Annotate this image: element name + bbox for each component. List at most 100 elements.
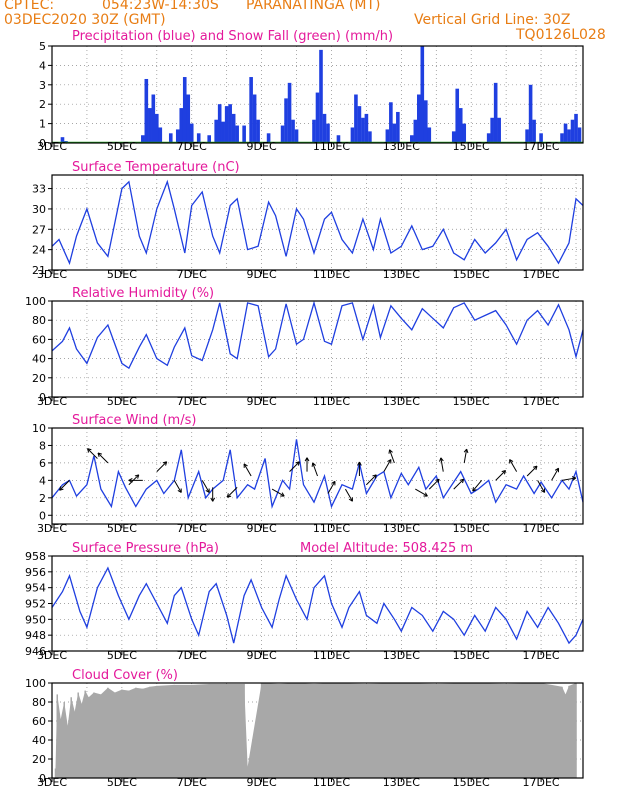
x-tick-label: 15DEC xyxy=(453,522,490,535)
precip-bar xyxy=(155,113,159,143)
x-tick-label: 5DEC xyxy=(107,268,137,281)
precip-bar xyxy=(413,119,418,143)
header-grid: Vertical Grid Line: 30Z xyxy=(414,12,571,28)
precip-bar xyxy=(242,125,246,143)
precip-bar xyxy=(539,133,543,143)
wind-arrow-head xyxy=(59,486,64,491)
y-tick-label: 956 xyxy=(25,566,46,579)
precip-bar xyxy=(214,119,218,143)
x-tick-label: 3DEC xyxy=(37,140,67,153)
x-tick-label: 7DEC xyxy=(177,395,207,408)
precip-bar xyxy=(458,108,463,143)
wind-arrow xyxy=(415,488,428,497)
wind-arrow-head xyxy=(423,492,428,497)
wind-arrow xyxy=(463,449,468,463)
y-tick-label: 80 xyxy=(32,314,46,327)
wind-arrow xyxy=(271,488,285,497)
precip-bar xyxy=(486,133,491,143)
y-tick-label: 1 xyxy=(39,118,46,131)
wind-arrow-head xyxy=(357,461,362,466)
wind-arrow xyxy=(453,478,464,490)
x-tick-label: 7DEC xyxy=(177,776,207,789)
wind-arrow-head xyxy=(501,469,507,475)
series-line xyxy=(51,566,584,645)
x-tick-label: 3DEC xyxy=(37,649,67,662)
x-tick-label: 5DEC xyxy=(107,649,137,662)
precip-bar xyxy=(560,133,564,143)
y-tick-label: 8 xyxy=(39,439,46,452)
precip-bar xyxy=(427,127,432,143)
precip-bar xyxy=(354,94,358,143)
x-tick-label: 11DEC xyxy=(313,522,350,535)
precip-bar xyxy=(319,49,323,143)
wind-arrow-head xyxy=(162,461,168,466)
x-tick-label: 9DEC xyxy=(247,395,277,408)
wind-arrow-head xyxy=(459,478,465,484)
precip-bar xyxy=(528,84,533,143)
header-source: CPTEC: xyxy=(4,0,55,13)
precip-bar xyxy=(570,119,575,143)
precip-bar xyxy=(266,133,271,143)
x-tick-label: 17DEC xyxy=(523,140,560,153)
precip-bar xyxy=(141,135,145,143)
precip-bar xyxy=(326,123,330,143)
x-tick-label: 17DEC xyxy=(523,395,560,408)
y-tick-label: 60 xyxy=(32,715,46,728)
y-tick-label: 0 xyxy=(39,137,46,150)
wind-arrow xyxy=(173,480,182,493)
precip-bar xyxy=(350,127,355,143)
precip-bar xyxy=(563,123,568,143)
y-tick-label: 6 xyxy=(39,457,46,470)
precip-bar xyxy=(235,125,239,143)
x-tick-label: 13DEC xyxy=(383,649,420,662)
precip-bar xyxy=(574,113,578,143)
precip-bar xyxy=(186,94,191,143)
precip-bar xyxy=(287,82,292,143)
x-tick-label: 17DEC xyxy=(523,776,560,789)
precip-bar xyxy=(490,117,494,143)
precip-bar xyxy=(207,135,212,143)
wind-arrow-head xyxy=(134,474,140,479)
wind-arrow xyxy=(243,463,252,477)
x-tick-label: 9DEC xyxy=(247,649,277,662)
wind-arrow-head xyxy=(509,459,514,464)
precip-bar xyxy=(315,92,320,143)
wind-arrow xyxy=(201,480,210,493)
panel-title: Cloud Cover (%) xyxy=(72,668,178,683)
y-tick-label: 2 xyxy=(39,98,46,111)
wind-arrow-head xyxy=(387,459,392,464)
precip-bar xyxy=(385,129,390,143)
precip-bar xyxy=(196,133,201,143)
x-tick-label: 13DEC xyxy=(383,268,420,281)
y-tick-label: 948 xyxy=(25,629,46,642)
x-tick-label: 7DEC xyxy=(177,140,207,153)
wind-arrow xyxy=(428,478,440,490)
precip-bar xyxy=(462,123,467,143)
precip-bar xyxy=(60,137,65,143)
wind-arrow-head xyxy=(128,478,133,483)
wind-arrow-head xyxy=(226,493,232,498)
x-tick-label: 11DEC xyxy=(313,776,350,789)
precip-bar xyxy=(322,113,327,143)
precip-bar xyxy=(361,117,365,143)
header-coords: 054:23W-14:30S xyxy=(102,0,219,13)
y-tick-label: 60 xyxy=(32,333,46,346)
wind-arrow-head xyxy=(540,488,546,493)
x-tick-label: 15DEC xyxy=(453,268,490,281)
wind-arrow-head xyxy=(280,492,285,497)
precip-bar xyxy=(389,102,393,143)
y-tick-label: 2 xyxy=(39,492,46,505)
y-tick-label: 950 xyxy=(25,613,46,626)
x-tick-label: 9DEC xyxy=(247,776,277,789)
y-tick-label: 21 xyxy=(32,264,46,277)
x-tick-label: 3DEC xyxy=(37,522,67,535)
y-tick-label: 27 xyxy=(32,223,46,236)
wind-arrow xyxy=(128,474,140,486)
precip-bar xyxy=(249,77,253,143)
wind-arrow xyxy=(509,459,518,472)
panel-title: Precipitation (blue) and Snow Fall (gree… xyxy=(72,29,393,44)
precip-bar xyxy=(189,123,194,143)
y-tick-label: 20 xyxy=(32,372,46,385)
x-tick-label: 15DEC xyxy=(453,140,490,153)
